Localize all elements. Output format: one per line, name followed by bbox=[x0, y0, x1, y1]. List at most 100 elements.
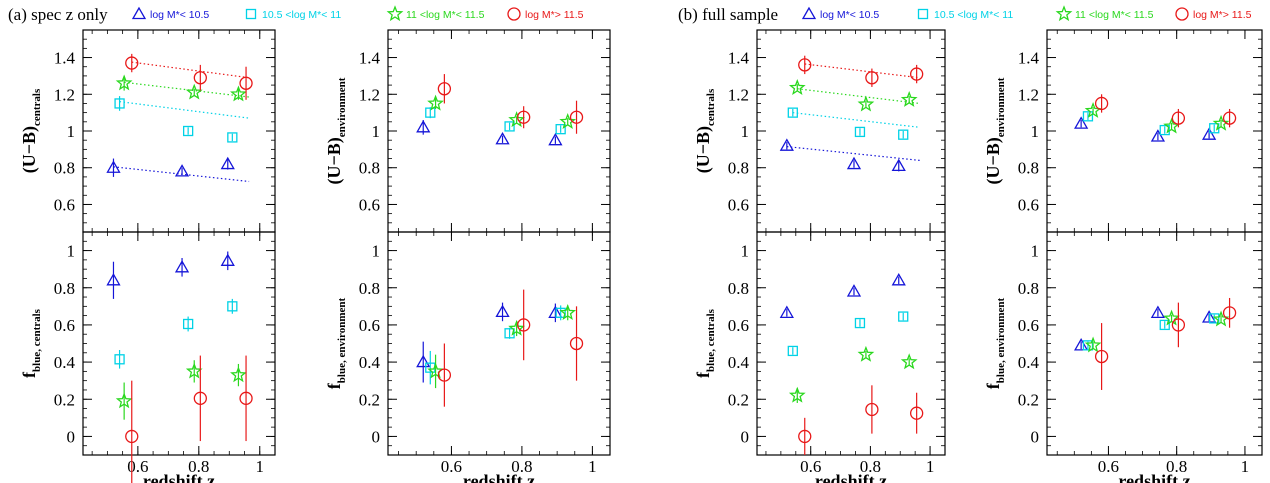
data-point bbox=[115, 392, 133, 409]
data-point bbox=[1212, 114, 1230, 131]
x-tick-label: 0.8 bbox=[188, 457, 209, 476]
series-high bbox=[115, 74, 250, 102]
series-low bbox=[779, 273, 906, 318]
legend-marker bbox=[507, 7, 521, 21]
series-top bbox=[437, 289, 584, 407]
data-point bbox=[559, 304, 577, 320]
data-point bbox=[193, 71, 207, 85]
data-point bbox=[779, 138, 794, 151]
panel-group-title: (a) spec z only bbox=[8, 5, 108, 24]
data-point bbox=[517, 110, 531, 124]
data-point bbox=[193, 391, 207, 405]
fit-line bbox=[124, 81, 250, 98]
y-tick-label: 0.8 bbox=[54, 159, 75, 178]
data-point bbox=[437, 368, 452, 382]
data-point bbox=[230, 366, 247, 383]
data-point bbox=[1084, 336, 1102, 353]
y-tick-label: 1 bbox=[1031, 242, 1040, 261]
legend-label: log M*> 11.5 bbox=[1193, 9, 1252, 21]
data-point bbox=[779, 305, 794, 318]
x-tick-label: 0.6 bbox=[800, 457, 821, 476]
data-point bbox=[898, 129, 909, 140]
panel-frame bbox=[756, 29, 946, 233]
data-point bbox=[495, 304, 510, 318]
data-point bbox=[227, 132, 238, 143]
data-point bbox=[1171, 111, 1186, 125]
fit-line bbox=[113, 166, 250, 183]
y-tick-label: 0.8 bbox=[1018, 159, 1039, 178]
fit-line bbox=[131, 61, 250, 79]
y-tick-label: 1.4 bbox=[1018, 49, 1040, 68]
legend-marker bbox=[1175, 7, 1189, 21]
series-mid bbox=[114, 298, 238, 369]
y-tick-label: 1 bbox=[741, 242, 750, 261]
series-high bbox=[788, 79, 920, 112]
x-tick-label: 0.6 bbox=[127, 457, 148, 476]
panel-group-title: (b) full sample bbox=[678, 5, 778, 24]
data-point bbox=[1074, 116, 1089, 129]
x-tick-label: 1 bbox=[256, 457, 265, 476]
y-tick-label: 0.4 bbox=[54, 353, 76, 372]
y-tick-label: 1.2 bbox=[728, 85, 749, 104]
y-axis-label: fblue, centrals bbox=[19, 308, 43, 378]
series-low bbox=[1074, 116, 1217, 142]
data-point bbox=[1209, 313, 1220, 324]
data-point bbox=[220, 156, 235, 170]
y-tick-label: 0.8 bbox=[359, 279, 380, 298]
data-point bbox=[1171, 318, 1186, 332]
fit-line bbox=[797, 88, 920, 105]
data-point bbox=[125, 429, 139, 444]
x-tick-label: 0.8 bbox=[860, 457, 881, 476]
data-point bbox=[239, 76, 253, 90]
data-point bbox=[798, 429, 812, 444]
data-point bbox=[787, 107, 798, 118]
legend-entry-high: 11 <log M*< 11.5 bbox=[1055, 5, 1154, 22]
y-tick-label: 1.4 bbox=[54, 49, 76, 68]
x-tick-label: 1 bbox=[926, 457, 935, 476]
y-tick-label: 0.6 bbox=[54, 195, 75, 214]
y-axis-label: (U−B)centrals bbox=[19, 88, 43, 173]
y-tick-label: 0 bbox=[372, 427, 381, 446]
data-point bbox=[1222, 111, 1237, 125]
y-tick-label: 1 bbox=[67, 122, 76, 141]
panel-frame bbox=[1046, 29, 1263, 233]
panel-frame bbox=[82, 29, 276, 233]
data-point bbox=[114, 98, 125, 109]
legend-marker bbox=[917, 8, 929, 20]
x-axis-label: redshift z bbox=[1118, 471, 1190, 483]
y-tick-label: 0.8 bbox=[1018, 279, 1039, 298]
data-point bbox=[857, 345, 875, 362]
legend-entry-mid: 10.5 <log M*< 11 bbox=[245, 8, 341, 21]
data-point bbox=[1201, 127, 1217, 140]
data-point bbox=[1082, 340, 1094, 351]
y-tick-label: 0.6 bbox=[728, 316, 749, 335]
panel-fraction-centrals: 0 0.2 0.4 0.6 0.8 1 0.6 0.8 1 redshift z fblue, ce… bbox=[19, 231, 276, 483]
legend-label: log M*< 10.5 bbox=[150, 9, 209, 21]
x-axis-label: redshift z bbox=[815, 471, 887, 483]
series-mid bbox=[787, 311, 909, 357]
data-point bbox=[495, 131, 510, 145]
panel-color-centrals: 0.6 0.8 1 1.2 1.4 (U−B)centrals bbox=[19, 29, 276, 233]
data-point bbox=[854, 126, 866, 138]
series-top bbox=[125, 53, 253, 100]
y-axis-label: fblue, environment bbox=[324, 297, 348, 389]
data-point bbox=[569, 110, 584, 124]
y-axis-label: (U−B)environment bbox=[324, 77, 348, 184]
data-point bbox=[1159, 124, 1170, 136]
y-tick-label: 1 bbox=[67, 242, 76, 261]
data-point bbox=[910, 406, 924, 420]
data-point bbox=[559, 113, 577, 129]
x-tick-label: 0.8 bbox=[1166, 457, 1187, 476]
legend-marker bbox=[131, 6, 147, 20]
data-point bbox=[227, 301, 238, 312]
series-low bbox=[106, 251, 235, 299]
series-mid bbox=[787, 107, 920, 140]
x-tick-label: 1 bbox=[588, 457, 597, 476]
series-low bbox=[416, 119, 563, 146]
legend-marker bbox=[801, 6, 817, 20]
x-tick-label: 1 bbox=[1241, 457, 1250, 476]
y-tick-label: 0.2 bbox=[54, 390, 75, 409]
data-point bbox=[106, 273, 121, 286]
series-high bbox=[788, 345, 918, 403]
